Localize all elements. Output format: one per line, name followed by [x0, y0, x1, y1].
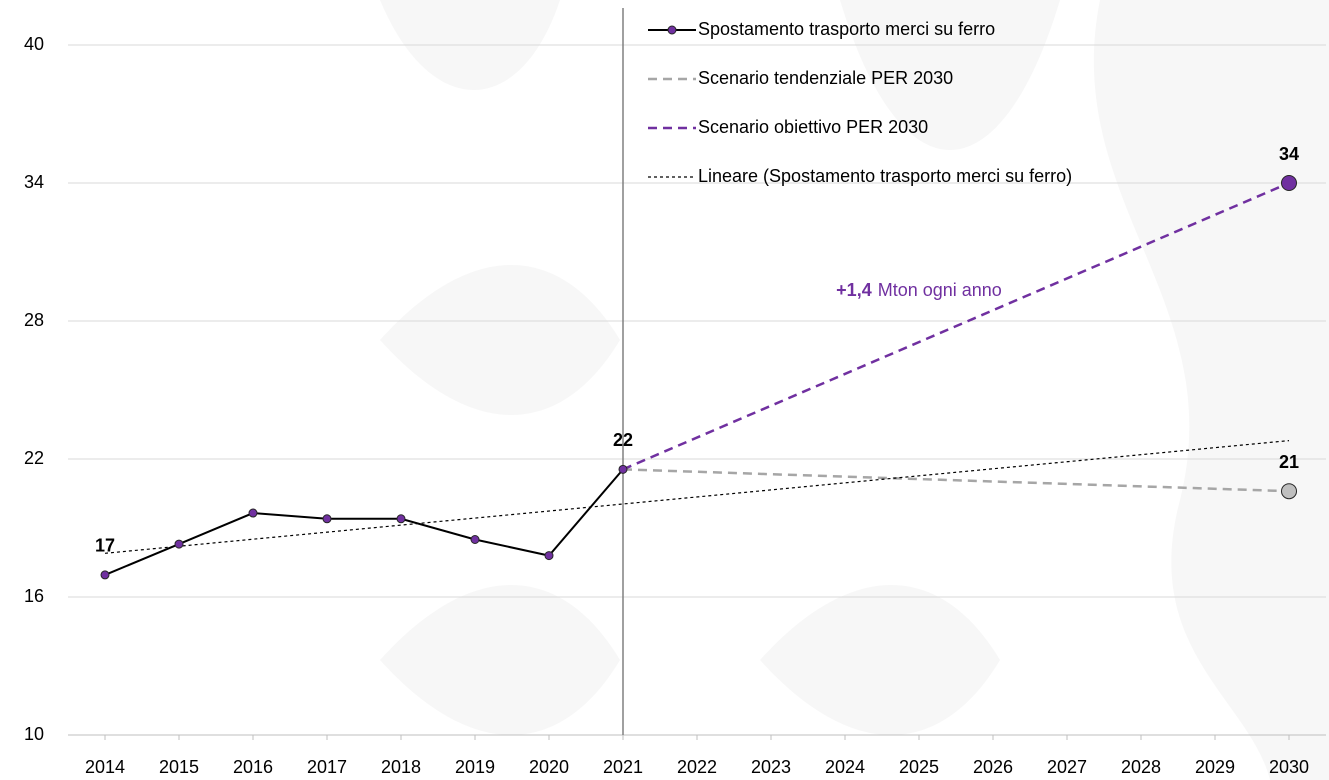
y-tick-label: 22: [24, 448, 44, 468]
y-tick-label: 28: [24, 310, 44, 330]
data-point: [1282, 176, 1297, 191]
x-tick-label: 2014: [85, 757, 125, 777]
x-tick-label: 2021: [603, 757, 643, 777]
value-label: 17: [95, 536, 115, 556]
chart: 10 16 22 28 34 40 2014 2015 2016 2017 2018 2019 2020…: [0, 0, 1329, 780]
value-label: 22: [613, 430, 633, 450]
data-point: [175, 540, 183, 548]
x-tick-label: 2024: [825, 757, 865, 777]
decor: [380, 265, 620, 415]
data-point: [323, 515, 331, 523]
legend-label: Spostamento trasporto merci su ferro: [698, 19, 995, 39]
x-tick-label: 2016: [233, 757, 273, 777]
x-tick-label: 2028: [1121, 757, 1161, 777]
annotation-text: Mton ogni anno: [878, 280, 1002, 300]
page: 10 16 22 28 34 40 2014 2015 2016 2017 2018 2019 2020…: [0, 0, 1329, 780]
legend-label: Lineare (Spostamento trasporto merci su …: [698, 166, 1072, 186]
value-label: 21: [1279, 452, 1299, 472]
data-point: [619, 465, 627, 473]
x-tick-label: 2030: [1269, 757, 1309, 777]
data-point: [249, 509, 257, 517]
value-label: 34: [1279, 144, 1299, 164]
x-tick-label: 2022: [677, 757, 717, 777]
x-tick-label: 2029: [1195, 757, 1235, 777]
y-tick-label: 34: [24, 172, 44, 192]
x-tick-label: 2025: [899, 757, 939, 777]
y-tick-label: 40: [24, 34, 44, 54]
data-point: [545, 552, 553, 560]
x-tick-label: 2026: [973, 757, 1013, 777]
data-point: [1282, 484, 1297, 499]
legend-label: Scenario obiettivo PER 2030: [698, 117, 928, 137]
x-tick-label: 2027: [1047, 757, 1087, 777]
series-line: [105, 469, 623, 575]
data-point: [397, 515, 405, 523]
data-point: [471, 536, 479, 544]
x-tick-label: 2023: [751, 757, 791, 777]
annotation: +1,4 Mton ogni anno: [836, 280, 1002, 300]
y-tick-label: 10: [24, 724, 44, 744]
legend-label: Scenario tendenziale PER 2030: [698, 68, 953, 88]
legend-marker: [668, 26, 676, 34]
x-tick-label: 2015: [159, 757, 199, 777]
decor: [380, 585, 620, 735]
x-tick-label: 2017: [307, 757, 347, 777]
annotation-highlight: +1,4: [836, 280, 872, 300]
x-tick-label: 2019: [455, 757, 495, 777]
x-tick-label: 2020: [529, 757, 569, 777]
y-tick-label: 16: [24, 586, 44, 606]
decor: [1094, 0, 1329, 780]
series-line: [105, 441, 1289, 554]
data-point: [101, 571, 109, 579]
x-tick-label: 2018: [381, 757, 421, 777]
decor: [760, 585, 1000, 735]
